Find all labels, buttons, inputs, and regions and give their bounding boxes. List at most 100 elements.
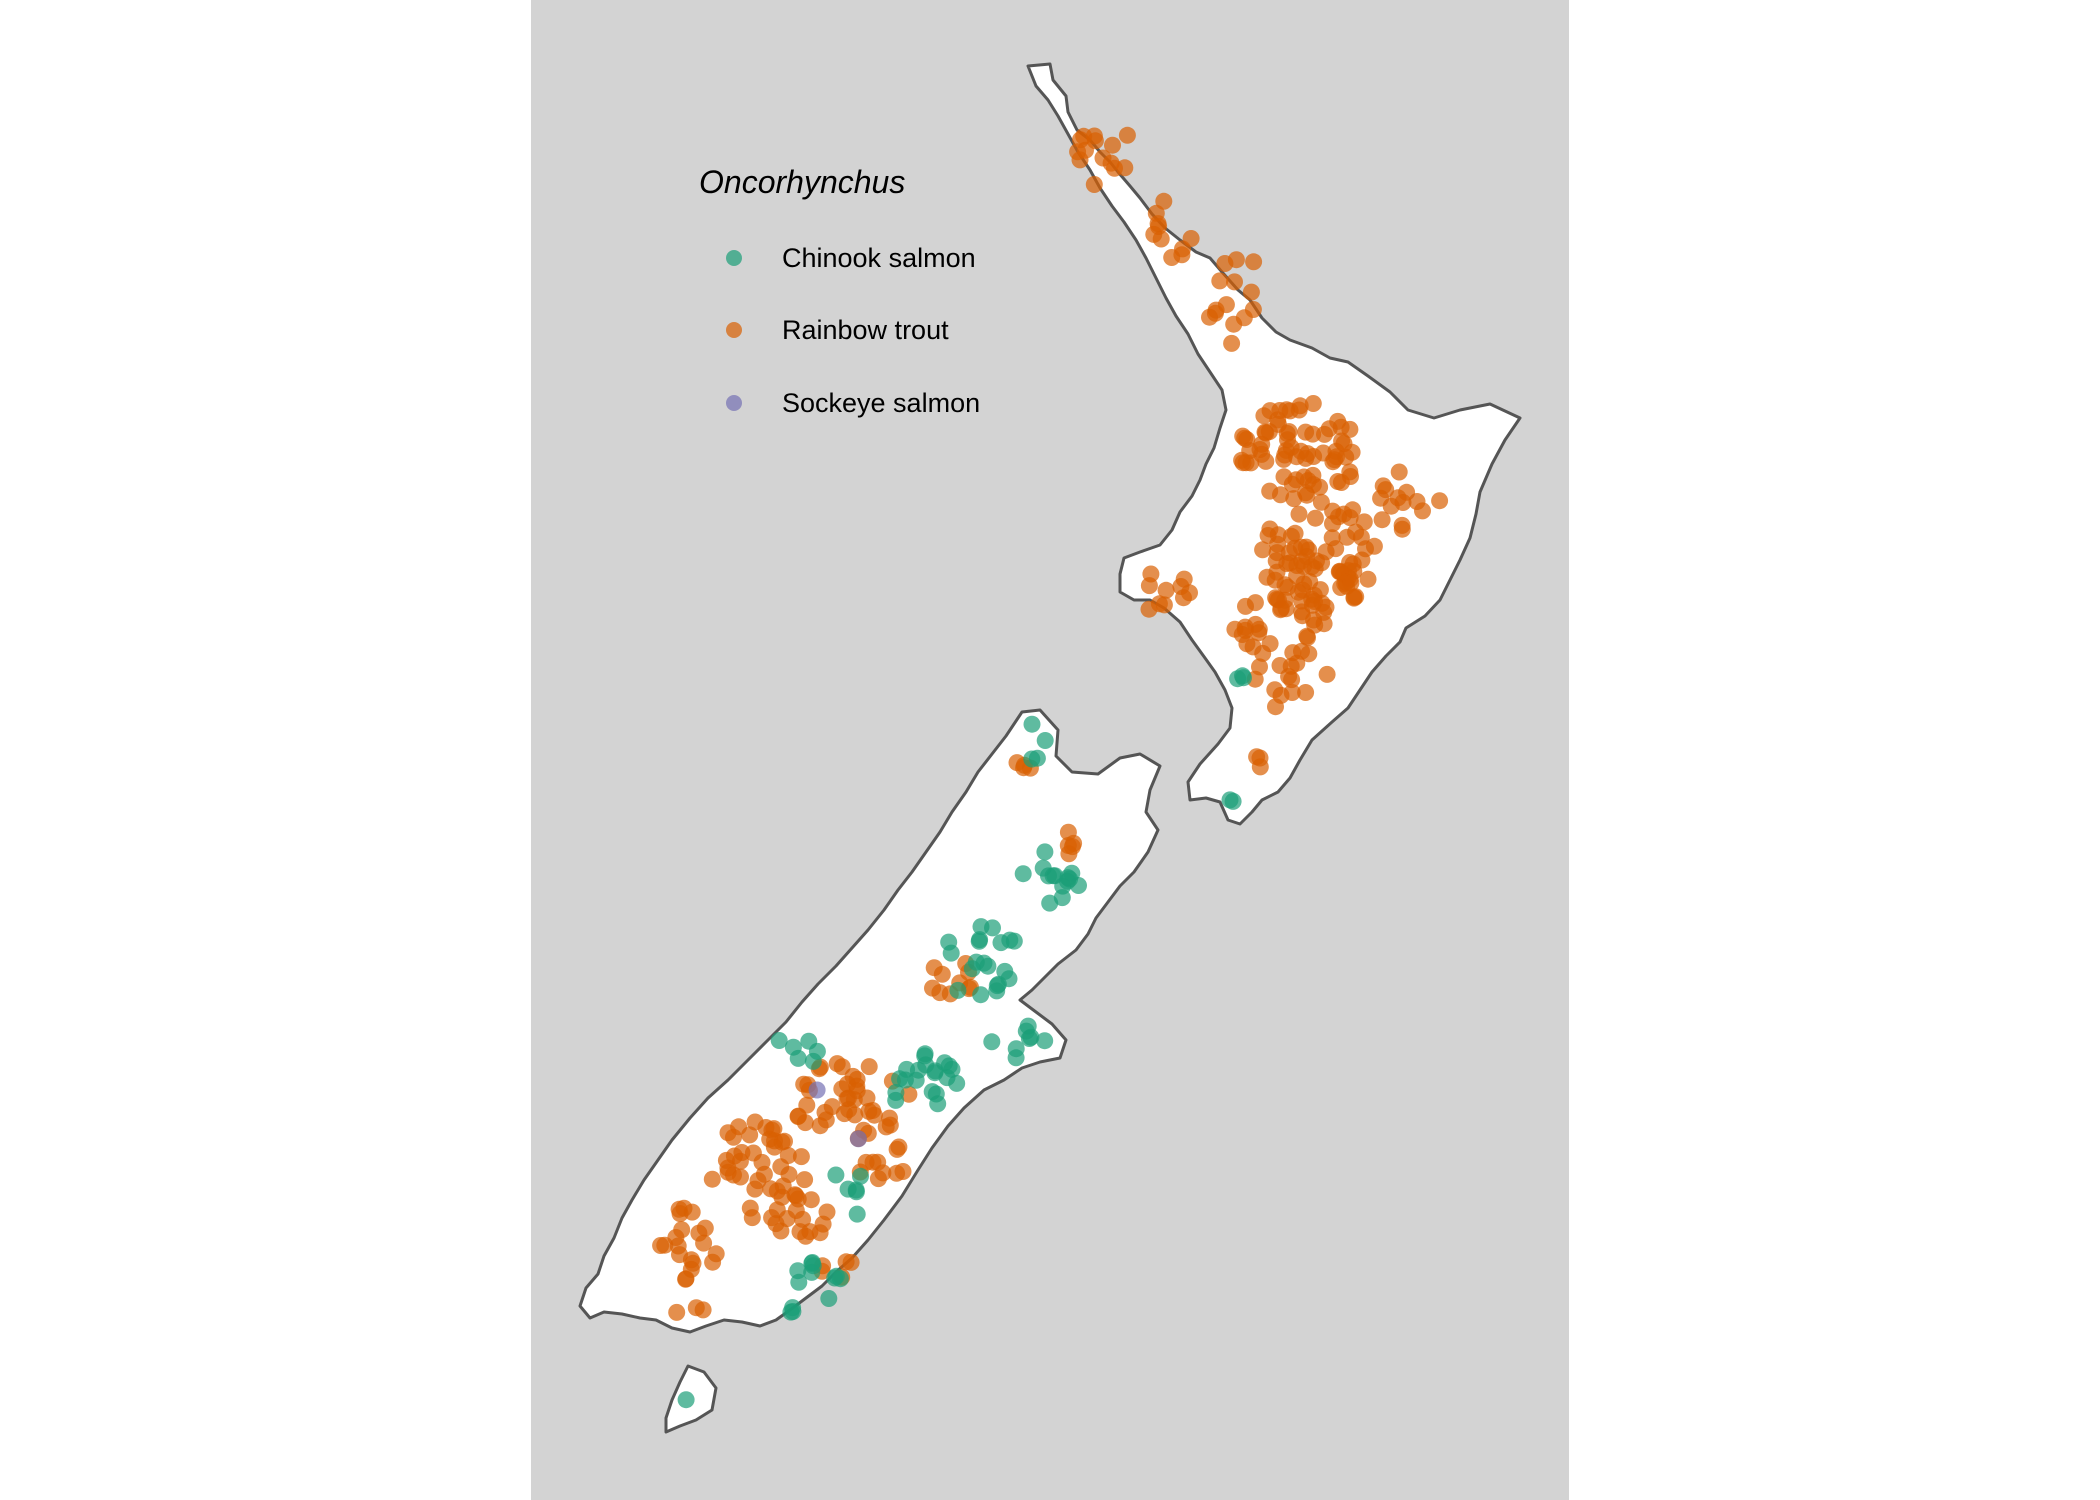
legend-label-rainbow-trout: Rainbow trout xyxy=(782,314,949,345)
chinook-salmon-point xyxy=(984,919,1001,937)
chinook-salmon-point xyxy=(1036,732,1054,749)
rainbow-trout-point xyxy=(687,1299,705,1317)
rainbow-trout-point xyxy=(1312,493,1330,511)
rainbow-trout-point xyxy=(1342,574,1360,592)
rainbow-trout-point xyxy=(848,1082,866,1100)
rainbow-trout-point xyxy=(1238,635,1256,653)
chinook-salmon-point xyxy=(970,932,988,950)
rainbow-trout-point xyxy=(668,1303,686,1321)
rainbow-trout-point xyxy=(1065,834,1083,852)
chinook-salmon-point xyxy=(926,1062,944,1080)
rainbow-trout-point xyxy=(1291,397,1309,415)
rainbow-trout-point xyxy=(1374,477,1392,495)
rainbow-trout-point xyxy=(1272,486,1289,504)
chinook-salmon-point xyxy=(949,981,967,999)
rainbow-trout-point xyxy=(1272,686,1290,704)
rainbow-trout-point xyxy=(1283,671,1301,689)
rainbow-trout-point xyxy=(924,979,941,997)
chinook-salmon-point xyxy=(887,1091,905,1109)
chinook-salmon-point xyxy=(1023,715,1041,733)
rainbow-trout-point xyxy=(773,1188,791,1206)
rainbow-trout-point xyxy=(1223,334,1241,352)
rainbow-trout-point xyxy=(670,1200,688,1218)
rainbow-trout-point xyxy=(1359,570,1377,588)
rainbow-trout-point xyxy=(1118,126,1136,144)
rainbow-trout-point xyxy=(1233,451,1251,469)
rainbow-trout-point xyxy=(733,1144,751,1161)
rainbow-trout-point xyxy=(717,1151,735,1169)
chinook-salmon-point xyxy=(1014,865,1032,883)
legend-label-sockeye-salmon: Sockeye salmon xyxy=(782,387,981,418)
rainbow-trout-point xyxy=(1150,595,1168,613)
rainbow-trout-point xyxy=(1251,749,1269,767)
legend-label-chinook-salmon: Chinook salmon xyxy=(782,242,976,273)
rainbow-trout-point xyxy=(677,1270,695,1288)
chinook-salmon-point xyxy=(784,1299,802,1317)
rainbow-trout-point xyxy=(1329,412,1347,430)
rainbow-trout-point xyxy=(1234,427,1252,445)
rainbow-trout-point xyxy=(1297,684,1315,701)
legend-title: Oncorhynchus xyxy=(699,164,906,200)
chinook-salmon-point xyxy=(804,1052,822,1070)
rainbow-trout-point xyxy=(1142,565,1160,583)
chinook-salmon-point xyxy=(827,1267,845,1285)
rainbow-trout-point xyxy=(1306,593,1323,610)
rainbow-trout-point xyxy=(869,1170,887,1188)
rainbow-trout-point xyxy=(1182,230,1200,247)
rainbow-trout-point xyxy=(1286,524,1304,542)
rainbow-trout-point xyxy=(860,1058,878,1076)
rainbow-trout-point xyxy=(789,1190,807,1208)
rainbow-trout-point xyxy=(1311,478,1329,496)
rainbow-trout-point xyxy=(725,1166,742,1184)
rainbow-trout-point xyxy=(1259,527,1277,544)
rainbow-trout-point xyxy=(1332,474,1350,491)
rainbow-trout-point xyxy=(1338,528,1356,546)
legend-key-chinook-salmon xyxy=(726,250,742,266)
chinook-salmon-point xyxy=(940,933,958,951)
rainbow-trout-point xyxy=(1216,255,1234,272)
rainbow-trout-point xyxy=(860,1102,878,1120)
chinook-salmon-point xyxy=(948,1074,966,1092)
chinook-salmon-point xyxy=(1036,843,1054,861)
rainbow-trout-point xyxy=(1237,597,1254,615)
rainbow-trout-point xyxy=(766,1132,783,1150)
rainbow-trout-point xyxy=(823,1098,841,1116)
rainbow-trout-point xyxy=(1272,600,1290,617)
rainbow-trout-point xyxy=(877,1118,895,1136)
chinook-salmon-point xyxy=(1229,670,1247,688)
rainbow-trout-point xyxy=(1267,552,1285,570)
rainbow-trout-point xyxy=(684,1254,702,1272)
rainbow-trout-point xyxy=(1408,493,1426,510)
rainbow-trout-point xyxy=(1365,537,1383,555)
rainbow-trout-point xyxy=(1251,441,1269,458)
legend-item-chinook-salmon: Chinook salmon xyxy=(699,238,976,278)
rainbow-trout-point xyxy=(746,1113,764,1131)
rainbow-trout-point xyxy=(1290,505,1308,523)
rainbow-trout-point xyxy=(1393,516,1411,534)
chinook-salmon-point xyxy=(848,1205,866,1223)
rainbow-trout-point xyxy=(1328,448,1345,466)
rainbow-trout-point xyxy=(796,1171,814,1189)
rainbow-trout-point xyxy=(704,1253,722,1271)
chinook-salmon-point xyxy=(1044,867,1062,885)
rainbow-trout-point xyxy=(792,1148,810,1166)
rainbow-trout-point xyxy=(925,959,943,977)
rainbow-trout-point xyxy=(1390,463,1408,481)
rainbow-trout-point xyxy=(741,1199,759,1217)
rainbow-trout-point xyxy=(1250,624,1268,642)
rainbow-trout-point xyxy=(1207,301,1225,319)
rainbow-trout-point xyxy=(837,1253,855,1271)
rainbow-trout-point xyxy=(1389,489,1407,507)
chinook-salmon-point xyxy=(1007,1049,1025,1067)
rainbow-trout-point xyxy=(869,1153,887,1171)
chinook-salmon-point xyxy=(1036,1032,1054,1050)
rainbow-trout-point xyxy=(1104,136,1121,154)
rainbow-trout-point xyxy=(753,1153,771,1171)
chinook-salmon-point xyxy=(677,1391,695,1409)
rainbow-trout-point xyxy=(844,1067,862,1085)
rainbow-trout-point xyxy=(1261,635,1279,653)
rainbow-trout-point xyxy=(1260,423,1278,441)
rainbow-trout-point xyxy=(1255,407,1273,425)
rainbow-trout-point xyxy=(741,1126,759,1144)
